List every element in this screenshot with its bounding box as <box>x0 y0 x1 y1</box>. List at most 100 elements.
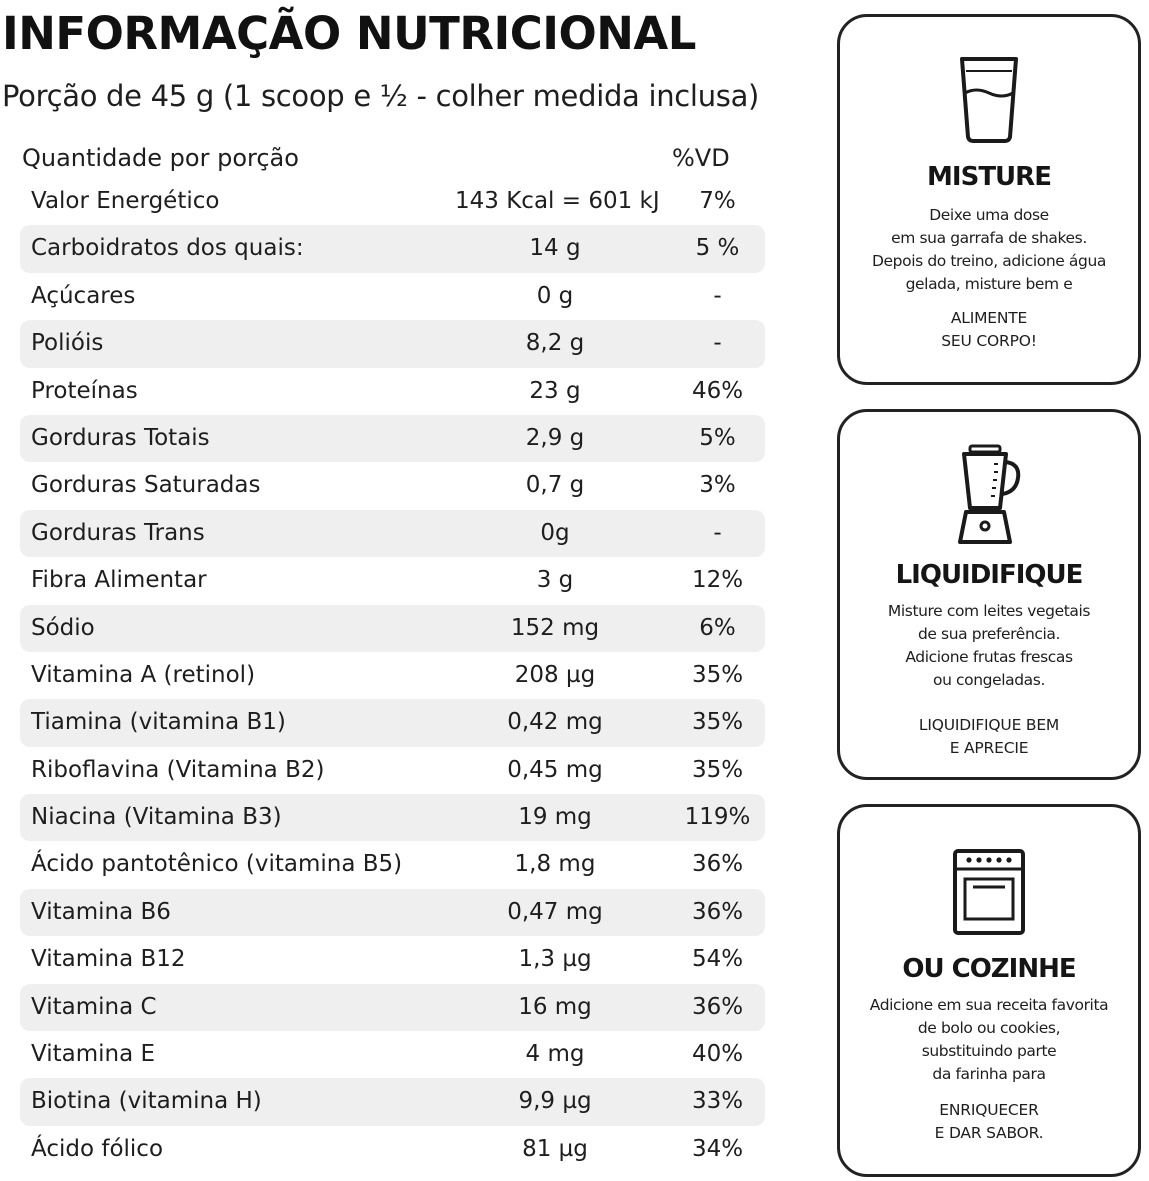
nutrient-amount: 81 µg <box>522 1135 588 1162</box>
nutrient-vd: 35% <box>691 661 744 688</box>
nutrient-vd: 33% <box>691 1088 744 1115</box>
quantity-header: Quantidade por porção <box>22 144 299 172</box>
nutrient-amount: 0,45 mg <box>507 756 603 783</box>
table-row: Ácido fólico 81 µg 34% <box>20 1126 765 1173</box>
nutrient-vd: 5% <box>699 424 736 451</box>
table-row: Proteínas 23 g 46% <box>20 368 765 415</box>
nutrient-name: Sódio <box>31 614 95 641</box>
nutrient-vd: 6% <box>699 614 736 641</box>
card-liquidifique: LIQUIDIFIQUE Misture com leites vegetais… <box>837 409 1141 780</box>
nutrient-amount: 143 Kcal = 601 kJ <box>455 188 660 214</box>
table-row: Sódio 152 mg 6% <box>20 604 765 652</box>
nutrient-amount: 152 mg <box>510 614 600 641</box>
oven-icon <box>953 849 1025 935</box>
table-row: Vitamina E 4 mg 40% <box>20 1031 765 1078</box>
nutrient-amount: 14 g <box>529 235 581 262</box>
nutrient-amount: 4 mg <box>525 1041 585 1068</box>
card-ou-cozinhe: OU COZINHE Adicione em sua receita favor… <box>837 804 1141 1177</box>
nutrient-vd: 5 % <box>695 235 740 262</box>
table-row: Gorduras Trans 0g - <box>20 509 765 558</box>
table-row: Vitamina A (retinol) 208 µg 35% <box>20 652 765 699</box>
nutrient-name: Gorduras Totais <box>31 424 210 451</box>
nutrient-name: Proteínas <box>31 377 138 404</box>
table-row: Gorduras Saturadas 0,7 g 3% <box>20 462 765 509</box>
nutrient-vd: 40% <box>691 1041 744 1068</box>
nutrient-name: Ácido fólico <box>31 1135 164 1162</box>
serving-size: Porção de 45 g (1 scoop e ½ - colher med… <box>2 79 760 113</box>
nutrient-name: Ácido pantotênico (vitamina B5) <box>31 851 403 878</box>
nutrient-name: Vitamina B12 <box>31 946 186 973</box>
nutrient-vd: - <box>713 330 722 357</box>
nutrient-vd: 12% <box>691 567 744 594</box>
table-row: Gorduras Totais 2,9 g 5% <box>20 414 765 463</box>
nutrient-name: Vitamina B6 <box>31 898 171 925</box>
nutrient-name: Valor Energético <box>31 188 220 214</box>
card-title: OU COZINHE <box>902 954 1076 984</box>
nutrient-name: Gorduras Saturadas <box>31 472 261 499</box>
nutrient-amount: 1,3 µg <box>518 946 592 973</box>
table-row: Vitamina B6 0,47 mg 36% <box>20 888 765 937</box>
nutrient-name: Polióis <box>31 330 104 357</box>
nutrient-amount: 23 g <box>529 377 581 404</box>
nutrient-vd: 34% <box>691 1135 744 1162</box>
card-text: Misture com leites vegetais de sua prefe… <box>887 602 1091 689</box>
table-row: Valor Energético 143 Kcal = 601 kJ 7% <box>20 178 765 225</box>
nutrient-vd: - <box>713 282 722 309</box>
nutrient-name: Vitamina A (retinol) <box>31 661 256 688</box>
table-row: Vitamina B12 1,3 µg 54% <box>20 936 765 983</box>
nutrient-name: Carboidratos dos quais: <box>31 235 304 262</box>
nutrient-name: Fibra Alimentar <box>31 567 207 594</box>
nutrient-amount: 0g <box>540 519 570 546</box>
nutrient-amount: 2,9 g <box>525 424 585 451</box>
nutrient-vd: 46% <box>691 377 744 404</box>
nutrition-table: Valor Energético 143 Kcal = 601 kJ 7% Carbo… <box>20 178 765 1173</box>
nutrient-name: Vitamina E <box>31 1041 156 1068</box>
card-call-to-action: ALIMENTE SEU CORPO! <box>941 309 1037 350</box>
nutrient-amount: 0,7 g <box>525 472 585 499</box>
table-row: Carboidratos dos quais: 14 g 5 % <box>20 225 765 273</box>
nutrient-vd: 36% <box>691 851 744 878</box>
nutrient-amount: 1,8 mg <box>514 851 596 878</box>
nutrient-amount: 0,47 mg <box>507 898 603 925</box>
card-call-to-action: LIQUIDIFIQUE BEM E APRECIE <box>918 716 1060 757</box>
glass-icon <box>960 57 1018 143</box>
nutrient-name: Gorduras Trans <box>31 519 205 546</box>
table-row: Biotina (vitamina H) 9,9 µg 33% <box>20 1078 765 1126</box>
nutrient-amount: 0,42 mg <box>507 709 603 736</box>
nutrient-amount: 3 g <box>536 567 574 594</box>
nutrient-vd: 35% <box>691 756 744 783</box>
table-row: Niacina (Vitamina B3) 19 mg 119% <box>20 794 765 842</box>
card-misture: MISTURE Deixe uma dose em sua garrafa de… <box>837 14 1141 385</box>
nutrient-name: Açúcares <box>31 282 136 309</box>
nutrient-amount: 8,2 g <box>525 330 585 357</box>
nutrient-amount: 19 mg <box>518 804 592 831</box>
blender-icon <box>958 444 1021 544</box>
nutrient-name: Riboflavina (Vitamina B2) <box>31 756 325 783</box>
nutrient-vd: - <box>713 519 722 546</box>
nutrient-vd: 36% <box>691 993 744 1020</box>
nutrient-vd: 3% <box>699 472 736 499</box>
nutrient-name: Niacina (Vitamina B3) <box>31 804 282 831</box>
nutrient-amount: 9,9 µg <box>518 1088 592 1115</box>
card-text: Adicione em sua receita favorita de bolo… <box>869 996 1109 1083</box>
nutrient-amount: 208 µg <box>514 661 596 688</box>
card-call-to-action: ENRIQUECER E DAR SABOR. <box>934 1101 1044 1142</box>
nutrient-name: Tiamina (vitamina B1) <box>31 709 286 736</box>
nutrient-name: Vitamina C <box>31 993 157 1020</box>
vd-header: %VD <box>672 144 730 172</box>
page-title: INFORMAÇÃO NUTRICIONAL <box>2 7 696 60</box>
nutrient-vd: 54% <box>691 946 744 973</box>
nutrient-vd: 119% <box>684 804 751 831</box>
nutrient-vd: 36% <box>691 898 744 925</box>
table-row: Açúcares 0 g - <box>20 273 765 320</box>
table-row: Ácido pantotênico (vitamina B5) 1,8 mg 36% <box>20 841 765 888</box>
nutrient-vd: 7% <box>699 188 736 214</box>
table-row: Polióis 8,2 g - <box>20 320 765 368</box>
card-text: Deixe uma dose em sua garrafa de shakes.… <box>872 206 1106 293</box>
table-row: Riboflavina (Vitamina B2) 0,45 mg 35% <box>20 747 765 794</box>
nutrient-vd: 35% <box>691 709 744 736</box>
card-title: MISTURE <box>927 162 1052 192</box>
nutrient-amount: 0 g <box>536 282 574 309</box>
card-title: LIQUIDIFIQUE <box>895 560 1084 590</box>
nutrient-name: Biotina (vitamina H) <box>31 1088 262 1115</box>
